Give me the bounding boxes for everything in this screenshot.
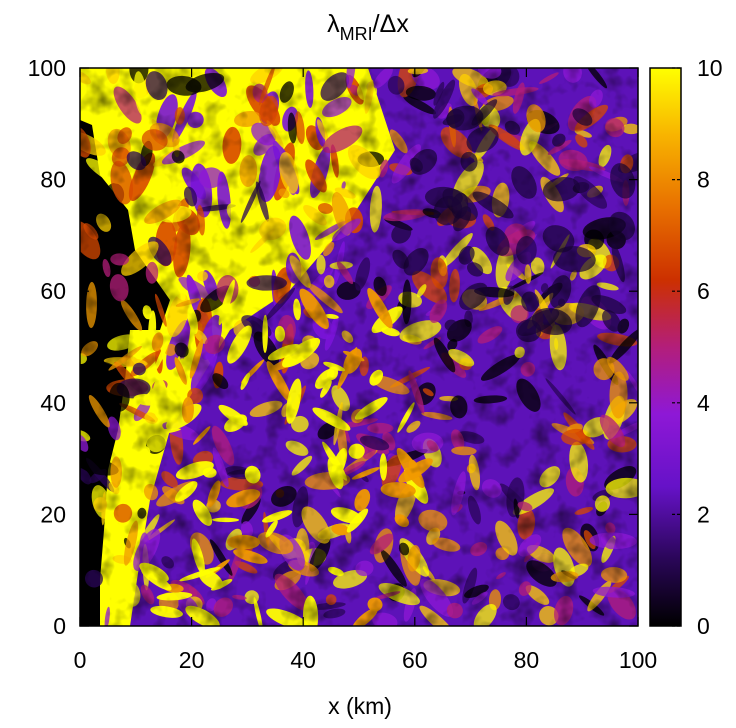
x-tick-label: 80 bbox=[514, 647, 540, 673]
x-axis: 0 20 40 60 80 100 bbox=[74, 68, 657, 673]
plot-frame bbox=[79, 67, 639, 627]
y-tick-label: 60 bbox=[40, 278, 66, 304]
x-tick-label: 40 bbox=[290, 647, 316, 673]
heatmap-area bbox=[80, 68, 638, 626]
colorbar bbox=[649, 67, 682, 627]
y-tick-label: 80 bbox=[40, 167, 66, 193]
colorbar-tick-label: 6 bbox=[697, 278, 710, 304]
x-tick-label: 0 bbox=[74, 647, 87, 673]
y-tick-label: 40 bbox=[40, 390, 66, 416]
colorbar-tick-label: 10 bbox=[697, 55, 723, 81]
title-sub: MRI bbox=[340, 24, 373, 44]
colorbar-tick-label: 4 bbox=[697, 390, 710, 416]
y-tick-label: 100 bbox=[28, 55, 66, 81]
y-axis: 0 20 40 60 80 100 bbox=[28, 55, 638, 639]
y-tick-label: 0 bbox=[53, 613, 66, 639]
title-main: λ bbox=[327, 10, 340, 38]
colorbar-tick-label: 8 bbox=[697, 167, 710, 193]
chart-title: λMRI/Δx bbox=[327, 10, 409, 44]
title-rest: /Δx bbox=[373, 10, 410, 38]
x-tick-label: 20 bbox=[179, 647, 205, 673]
x-axis-label: x (km) bbox=[328, 693, 392, 719]
colorbar-tick-label: 0 bbox=[697, 613, 710, 639]
y-tick-label: 20 bbox=[40, 501, 66, 527]
colorbar-axis: 0 2 4 6 8 10 bbox=[672, 55, 723, 639]
heatmap-texture bbox=[80, 68, 638, 626]
x-tick-label: 60 bbox=[402, 647, 428, 673]
colorbar-tick-label: 2 bbox=[697, 501, 710, 527]
x-tick-label: 100 bbox=[619, 647, 657, 673]
